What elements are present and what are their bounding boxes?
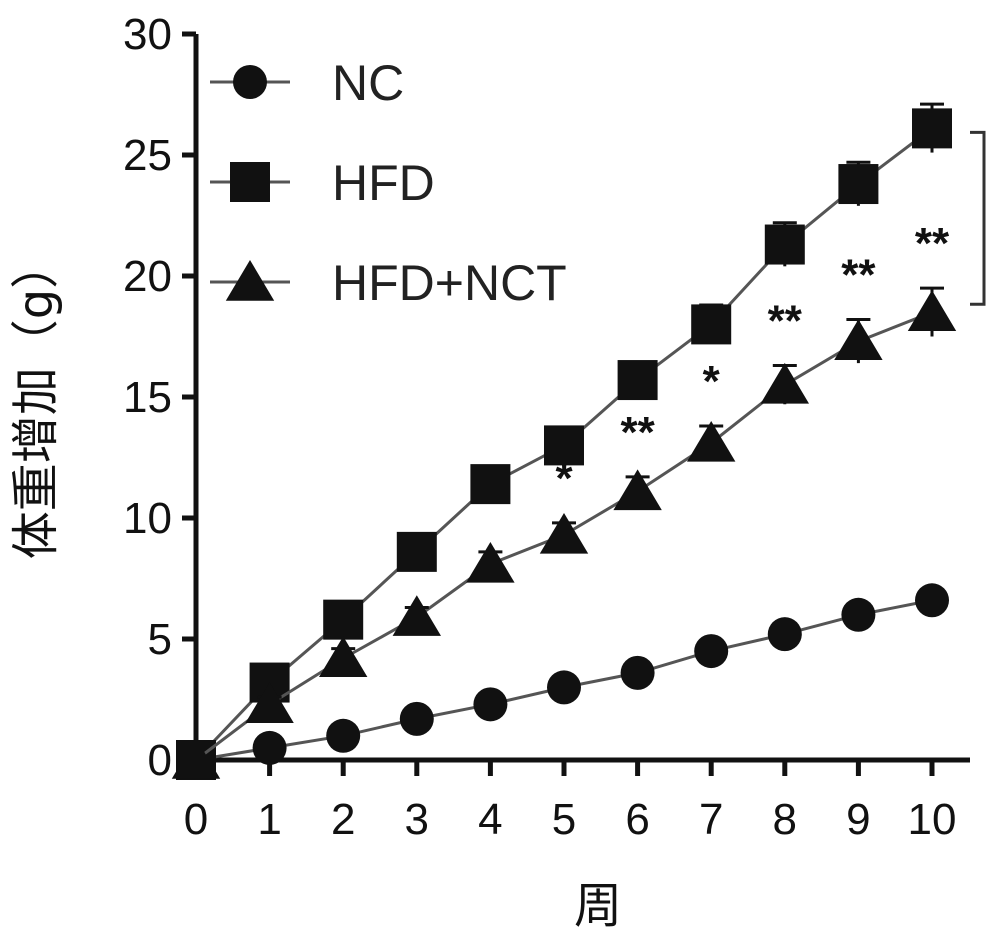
y-tick-label: 30 — [123, 10, 172, 59]
data-point-square — [838, 164, 879, 205]
x-tick-label: 4 — [478, 795, 502, 844]
data-point-triangle — [834, 319, 883, 361]
y-tick-label: 0 — [148, 736, 172, 785]
y-tick-label: 25 — [123, 131, 172, 180]
data-point-triangle — [539, 512, 589, 554]
y-tick-label: 15 — [123, 373, 172, 422]
data-point-circle — [326, 718, 361, 753]
series-nc — [179, 583, 949, 777]
x-axis-title: 周 — [574, 878, 622, 934]
significance-mark: * — [703, 357, 721, 406]
legend: NC HFD HFD+NCT — [210, 55, 567, 311]
x-tick-label: 1 — [257, 795, 281, 844]
legend-entry: NC — [210, 55, 404, 111]
y-axis-title: 体重增加（g） — [8, 241, 64, 559]
data-point-circle — [233, 65, 267, 99]
data-point-square — [470, 464, 511, 505]
data-point-triangle — [171, 738, 221, 779]
data-point-triangle — [613, 469, 662, 511]
data-point-triangle — [319, 636, 368, 678]
data-point-square — [544, 425, 584, 466]
legend-entry: HFD — [210, 155, 435, 211]
data-point-circle — [399, 701, 434, 736]
series-hfd-nct — [171, 286, 957, 779]
data-point-circle — [547, 670, 581, 705]
legend-label: HFD+NCT — [332, 255, 567, 311]
significance-mark: ** — [768, 297, 803, 346]
significance-annotations: ********** — [555, 130, 986, 503]
data-point-square — [912, 108, 952, 149]
legend-label: HFD — [332, 155, 435, 211]
x-tick-label: 9 — [846, 795, 870, 844]
data-point-triangle — [907, 290, 957, 331]
x-tick-label: 8 — [773, 795, 797, 844]
series-layer — [171, 102, 957, 780]
data-point-triangle — [392, 595, 441, 636]
data-point-triangle — [225, 260, 275, 301]
significance-mark: ** — [915, 219, 950, 268]
x-tick-label: 10 — [908, 795, 957, 844]
data-point-circle — [473, 687, 508, 722]
legend-label: NC — [332, 55, 404, 111]
data-point-square — [230, 162, 270, 202]
data-point-circle — [252, 730, 287, 765]
data-point-triangle — [245, 682, 294, 724]
data-point-square — [323, 599, 364, 640]
x-axis-ticks: 0 1 2 3 4 5 6 7 8 9 10 — [184, 760, 957, 844]
y-tick-label: 10 — [123, 494, 172, 543]
data-point-circle — [841, 597, 876, 632]
significance-mark: ** — [620, 408, 655, 457]
axes — [193, 34, 970, 763]
x-tick-label: 2 — [331, 795, 355, 844]
data-point-circle — [915, 583, 949, 618]
x-tick-label: 5 — [552, 795, 576, 844]
x-tick-label: 6 — [625, 795, 649, 844]
y-tick-label: 20 — [123, 252, 172, 301]
x-tick-label: 3 — [405, 795, 429, 844]
data-point-square — [396, 531, 437, 572]
x-tick-label: 0 — [184, 795, 208, 844]
x-tick-label: 7 — [699, 795, 723, 844]
data-point-square — [691, 304, 732, 345]
significance-mark: * — [555, 454, 573, 503]
significance-mark: ** — [841, 251, 876, 300]
data-point-triangle — [466, 541, 515, 583]
data-point-square — [764, 224, 805, 265]
legend-entry: HFD+NCT — [210, 255, 567, 311]
data-point-circle — [694, 634, 729, 669]
data-point-triangle — [687, 420, 736, 462]
data-point-square — [617, 360, 658, 401]
data-point-triangle — [760, 362, 809, 404]
significance-bracket — [970, 130, 986, 306]
y-axis-ticks: 0 5 10 15 20 25 30 — [123, 10, 196, 785]
data-point-circle — [620, 655, 655, 690]
data-point-circle — [767, 617, 802, 652]
y-tick-label: 5 — [148, 615, 172, 664]
